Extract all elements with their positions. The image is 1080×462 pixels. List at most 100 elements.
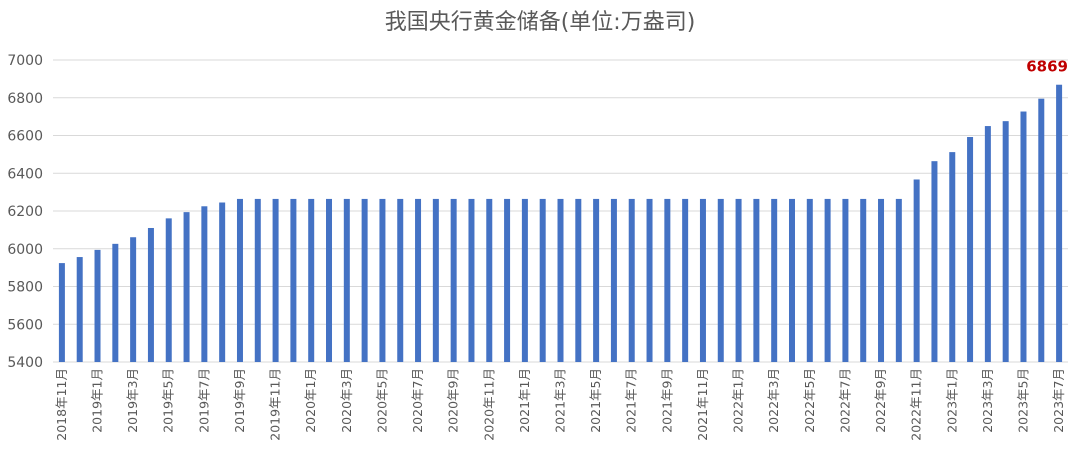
bar: [450, 198, 457, 362]
x-tick-label: 2023年3月: [980, 368, 995, 433]
x-tick-label: 2022年11月: [909, 368, 924, 441]
x-tick-label: 2018年11月: [54, 368, 69, 441]
bar: [967, 137, 974, 362]
bar: [326, 198, 333, 362]
x-tick-label: 2023年5月: [1015, 368, 1030, 433]
y-tick-label: 5800: [7, 280, 43, 296]
y-tick-label: 6200: [7, 204, 43, 220]
x-tick-label: 2019年3月: [125, 368, 140, 433]
bar: [486, 198, 493, 362]
bar: [504, 198, 511, 362]
bar: [1056, 84, 1063, 362]
bar: [806, 198, 813, 362]
bar: [824, 198, 831, 362]
x-tick-label: 2021年7月: [624, 368, 639, 433]
bar: [147, 227, 154, 362]
bar: [254, 198, 261, 362]
bars: [58, 84, 1063, 362]
bar: [664, 198, 671, 362]
bar: [183, 212, 190, 362]
y-tick-label: 5600: [7, 317, 43, 333]
bar: [682, 198, 689, 362]
bar: [290, 198, 297, 362]
x-tick-label: 2021年5月: [588, 368, 603, 433]
x-tick-label: 2019年1月: [90, 368, 105, 433]
bar: [1002, 121, 1009, 362]
bar: [895, 198, 902, 362]
x-tick-label: 2019年11月: [268, 368, 283, 441]
bar: [593, 198, 600, 362]
y-tick-label: 6600: [7, 129, 43, 145]
bar: [753, 198, 760, 362]
bar: [165, 218, 172, 362]
x-tick-label: 2021年1月: [517, 368, 532, 433]
bar: [557, 198, 564, 362]
data-labels: 6869: [1026, 58, 1068, 76]
bar: [112, 243, 119, 362]
bar: [842, 198, 849, 362]
bar: [219, 202, 226, 362]
bar: [379, 198, 386, 362]
bar: [878, 198, 885, 362]
x-tick-label: 2023年1月: [944, 368, 959, 433]
bar: [201, 206, 208, 362]
bar: [58, 263, 65, 362]
x-tick-label: 2022年1月: [731, 368, 746, 433]
bar: [931, 161, 938, 362]
bar: [735, 198, 742, 362]
x-tick-label: 2021年9月: [659, 368, 674, 433]
bar: [308, 198, 315, 362]
x-tick-label: 2020年3月: [339, 368, 354, 433]
y-tick-label: 5400: [7, 355, 43, 371]
y-axis-ticks: 5400 5600 5800 6000 6200 6400 6600 6800 7000: [7, 53, 43, 371]
bar: [771, 198, 778, 362]
bar: [1038, 98, 1045, 362]
bar: [468, 198, 475, 362]
y-tick-label: 6000: [7, 242, 43, 258]
x-tick-label: 2020年11月: [481, 368, 496, 441]
bar: [415, 198, 422, 362]
bar: [361, 198, 368, 362]
bar: [272, 198, 279, 362]
x-tick-label: 2021年11月: [695, 368, 710, 441]
bar: [130, 237, 137, 362]
bar: [610, 198, 617, 362]
bar: [788, 198, 795, 362]
bar: [432, 198, 439, 362]
bar: [1020, 111, 1027, 362]
x-tick-label: 2020年1月: [303, 368, 318, 433]
data-label: 6869: [1026, 58, 1068, 76]
x-tick-label: 2022年7月: [837, 368, 852, 433]
bar: [343, 198, 350, 362]
bar: [646, 198, 653, 362]
chart-title: 我国央行黄金储备(单位:万盎司): [384, 10, 696, 35]
x-tick-label: 2020年5月: [374, 368, 389, 433]
x-tick-label: 2022年9月: [873, 368, 888, 433]
y-tick-label: 6800: [7, 91, 43, 107]
x-tick-label: 2022年3月: [766, 368, 781, 433]
bar: [628, 198, 635, 362]
bar: [913, 179, 920, 362]
x-axis-ticks: 2018年11月 2019年1月 2019年3月 2019年5月 2019年7月 2019…: [54, 368, 1066, 441]
y-tick-label: 7000: [7, 53, 43, 69]
bar: [984, 126, 991, 362]
bar: [860, 198, 867, 362]
x-tick-label: 2019年9月: [232, 368, 247, 433]
x-tick-label: 2021年3月: [553, 368, 568, 433]
x-tick-label: 2022年5月: [802, 368, 817, 433]
y-tick-label: 6400: [7, 166, 43, 182]
bar: [236, 198, 243, 362]
x-tick-label: 2019年7月: [196, 368, 211, 433]
x-tick-label: 2023年7月: [1051, 368, 1066, 433]
bar: [717, 198, 724, 362]
bar: [539, 198, 546, 362]
bar: [575, 198, 582, 362]
x-tick-label: 2019年5月: [161, 368, 176, 433]
bar: [699, 198, 706, 362]
bar: [397, 198, 404, 362]
bar: [949, 152, 956, 362]
bar: [76, 257, 83, 362]
bar: [94, 249, 101, 362]
x-tick-label: 2020年9月: [446, 368, 461, 433]
